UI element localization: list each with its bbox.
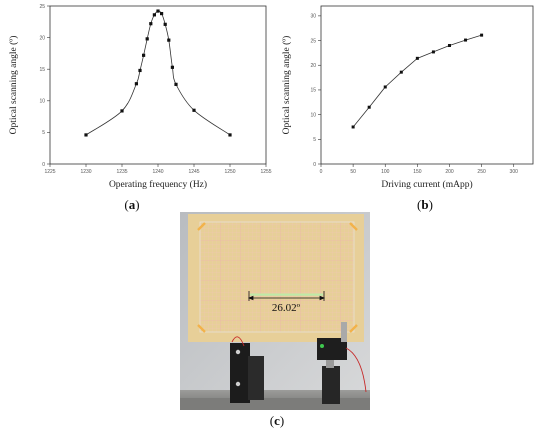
chart-a-point [170, 65, 174, 69]
chart-b: 0 50 100 150 200 250 300 0 5 10 15 20 25 30 Driving … [281, 5, 534, 212]
chart-b-point [431, 50, 435, 54]
chart-a-panel-label: (a) [124, 197, 139, 212]
chart-b-x-label: Driving current (mApp) [381, 179, 472, 190]
chart-a-y-tick-label: 15 [39, 67, 45, 73]
chart-b-x-tick-label: 150 [413, 169, 422, 175]
chart-a-point [174, 82, 178, 86]
chart-b-x-tick-label: 100 [381, 169, 390, 175]
chart-b-y-tick-label: 30 [310, 14, 316, 20]
chart-b-points [351, 33, 484, 129]
chart-b-panel-label: (b) [417, 197, 433, 212]
chart-a-point [134, 82, 138, 86]
chart-a-point [228, 133, 232, 137]
chart-a-x-tick-label: 1245 [188, 169, 199, 175]
chart-a-x-tick-label: 1240 [152, 169, 163, 175]
photo-grid-paper [199, 221, 355, 333]
chart-a-x-tick-label: 1225 [44, 169, 55, 175]
chart-b-x-tick-label: 0 [320, 169, 323, 175]
photo-experimental-setup: 26.02º (c) [180, 212, 370, 428]
chart-a-y-tick-label: 10 [39, 99, 45, 105]
chart-a-point [160, 11, 164, 16]
chart-a-point [145, 37, 149, 41]
measurement-arrow [247, 291, 326, 301]
chart-b-x-tick-label: 50 [350, 169, 356, 175]
chart-b-point [480, 33, 484, 37]
chart-b-point [367, 105, 371, 109]
chart-a-points [84, 9, 232, 137]
chart-b-y-tick-label: 25 [310, 38, 316, 44]
chart-a-y-label: Optical scanning angle (º) [8, 36, 19, 135]
chart-b-y-tick-label: 10 [310, 112, 316, 118]
chart-b-y-tick-label: 0 [313, 162, 316, 168]
chart-a-point [138, 68, 142, 73]
mems-scanner-mount [230, 336, 264, 403]
chart-a-y-ticks: 0 5 10 15 20 25 [39, 4, 50, 168]
chart-b-y-tick-label: 15 [310, 88, 316, 94]
chart-a-x-label: Operating frequency (Hz) [109, 179, 207, 190]
chart-b-point [415, 56, 419, 60]
chart-a-point [142, 53, 146, 57]
chart-b-point [383, 85, 387, 89]
chart-b-point [447, 44, 451, 47]
chart-a-x-tick-label: 1235 [116, 169, 127, 175]
laser-source-mount [317, 322, 367, 404]
chart-b-x-tick-label: 200 [445, 169, 454, 175]
chart-a-fit-curve [85, 10, 231, 136]
chart-a: 1225 1230 1235 1240 1245 1250 1255 0510152025 … [8, 4, 272, 212]
tape-bottom-left [197, 324, 206, 333]
photo-panel-label: (c) [270, 413, 284, 428]
chart-a-point [120, 109, 124, 113]
tape-top-right [349, 222, 358, 231]
tape-top-left [197, 222, 206, 231]
photo-base-plate [180, 398, 370, 410]
tape-bottom-right [349, 324, 358, 333]
chart-a-y-tick-label: 20 [39, 35, 45, 41]
chart-a-point [192, 108, 196, 112]
laser-scan-line [250, 293, 323, 296]
chart-a-point [163, 22, 167, 26]
chart-b-series-line [352, 34, 482, 128]
chart-b-x-tick-label: 250 [477, 169, 486, 175]
chart-a-point [152, 13, 156, 17]
chart-a-x-tick-label: 1255 [260, 169, 271, 175]
chart-b-point [351, 125, 355, 129]
chart-a-x-ticks: 1225 1230 1235 1240 1245 1250 1255 [44, 164, 272, 175]
chart-a-x-tick-label: 1230 [80, 169, 91, 175]
chart-b-x-ticks: 0 50 100 150 200 250 300 [320, 164, 519, 175]
chart-b-x-tick-label: 300 [510, 169, 519, 175]
chart-b-y-tick-label: 20 [310, 63, 316, 69]
chart-a-y-tick-label: 0 [42, 162, 45, 168]
chart-a-x-tick-label: 1250 [224, 169, 235, 175]
chart-a-y-tick-label: 25 [39, 4, 45, 10]
chart-a-plot-frame [49, 5, 267, 165]
chart-b-y-tick-label: 5 [313, 137, 316, 143]
chart-b-point [399, 70, 403, 74]
chart-b-y-ticks: 0 5 10 15 20 25 30 [310, 14, 321, 168]
chart-b-y-label: Optical scanning angle (º) [281, 36, 292, 135]
chart-b-plot-frame [320, 5, 534, 165]
chart-a-point [84, 133, 88, 137]
chart-a-point [167, 38, 171, 42]
measurement-label: 26.02º [272, 302, 301, 314]
chart-a-point [149, 22, 153, 26]
chart-a-y-tick-label: 5 [42, 130, 45, 136]
chart-a-point [156, 9, 160, 13]
chart-b-point [464, 38, 468, 42]
